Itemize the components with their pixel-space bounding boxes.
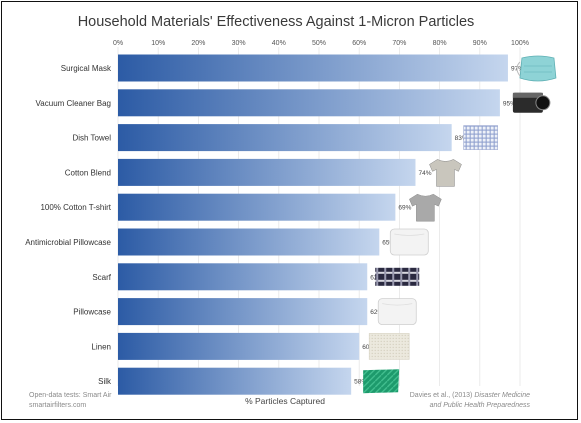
citation-journal: Disaster Medicine bbox=[474, 392, 530, 399]
footer-source-left-2: smartairfilters.com bbox=[29, 402, 86, 409]
bar bbox=[118, 263, 368, 291]
bar bbox=[118, 158, 416, 186]
category-label: Pillowcase bbox=[73, 308, 111, 317]
bar bbox=[118, 124, 452, 152]
cotton-tshirt-icon bbox=[409, 193, 442, 222]
bar bbox=[118, 228, 380, 256]
value-label: 97% bbox=[511, 66, 524, 73]
x-tick-labels: 0% 10% 20% 30% 40% 50% 60% 70% 80% 90% 100% bbox=[113, 40, 529, 47]
category-label: Antimicrobial Pillowcase bbox=[25, 238, 111, 247]
linen-swatch-icon bbox=[368, 333, 410, 360]
plaid-scarf-icon bbox=[375, 267, 420, 286]
pillowcase-icon bbox=[389, 228, 429, 256]
pillowcase-icon bbox=[377, 298, 417, 326]
x-axis-label: % Particles Captured bbox=[245, 396, 325, 406]
x-tick-label: 10% bbox=[151, 40, 165, 47]
category-labels: Surgical Mask Vacuum Cleaner Bag Dish Towe… bbox=[25, 64, 112, 386]
category-label: Vacuum Cleaner Bag bbox=[36, 99, 111, 108]
x-tick-label: 0% bbox=[113, 40, 123, 47]
x-tick-label: 20% bbox=[191, 40, 205, 47]
surgical-mask-icon bbox=[516, 55, 557, 82]
bar bbox=[118, 89, 500, 117]
x-tick-label: 80% bbox=[433, 40, 447, 47]
footer-source-left-1: Open-data tests: Smart Air bbox=[29, 392, 112, 399]
category-label: Linen bbox=[91, 342, 111, 351]
silk-swatch-icon bbox=[363, 369, 400, 394]
bar bbox=[118, 193, 396, 221]
x-tick-label: 50% bbox=[312, 40, 326, 47]
value-label: 58% bbox=[354, 379, 367, 386]
bar bbox=[118, 332, 360, 360]
dish-towel-icon bbox=[463, 125, 498, 150]
vacuum-cleaner-bag-icon bbox=[512, 92, 551, 113]
category-label: Cotton Blend bbox=[65, 168, 111, 177]
value-label: 69% bbox=[398, 205, 411, 212]
x-tick-label: 60% bbox=[352, 40, 366, 47]
category-label: 100% Cotton T-shirt bbox=[40, 203, 111, 212]
category-label: Surgical Mask bbox=[61, 64, 112, 73]
chart-title: Household Materials' Effectiveness Again… bbox=[78, 14, 475, 30]
value-label: 60% bbox=[362, 344, 375, 351]
footer-citation-line-2: and Public Health Preparedness bbox=[430, 402, 531, 409]
x-tick-label: 30% bbox=[232, 40, 246, 47]
footer-citation-line-1: Davies et al., (2013) Disaster Medicine bbox=[410, 392, 530, 399]
x-tick-label: 70% bbox=[392, 40, 406, 47]
bar bbox=[118, 54, 508, 82]
value-label: 95% bbox=[503, 100, 516, 107]
category-label: Dish Towel bbox=[72, 134, 111, 143]
bars bbox=[118, 54, 508, 395]
x-tick-label: 100% bbox=[511, 40, 529, 47]
material-icons bbox=[363, 55, 557, 394]
value-label: 62% bbox=[370, 309, 383, 316]
cotton-blend-shirt-icon bbox=[429, 159, 462, 187]
x-tick-label: 90% bbox=[473, 40, 487, 47]
citation-authors: Davies et al., (2013) bbox=[410, 392, 473, 399]
value-label: 83% bbox=[455, 135, 468, 142]
value-label: 74% bbox=[418, 170, 431, 177]
x-tick-label: 40% bbox=[272, 40, 286, 47]
bar bbox=[118, 298, 368, 326]
bar bbox=[118, 367, 352, 395]
category-label: Silk bbox=[98, 377, 112, 386]
category-label: Scarf bbox=[92, 273, 111, 282]
value-label: 65% bbox=[382, 240, 395, 247]
